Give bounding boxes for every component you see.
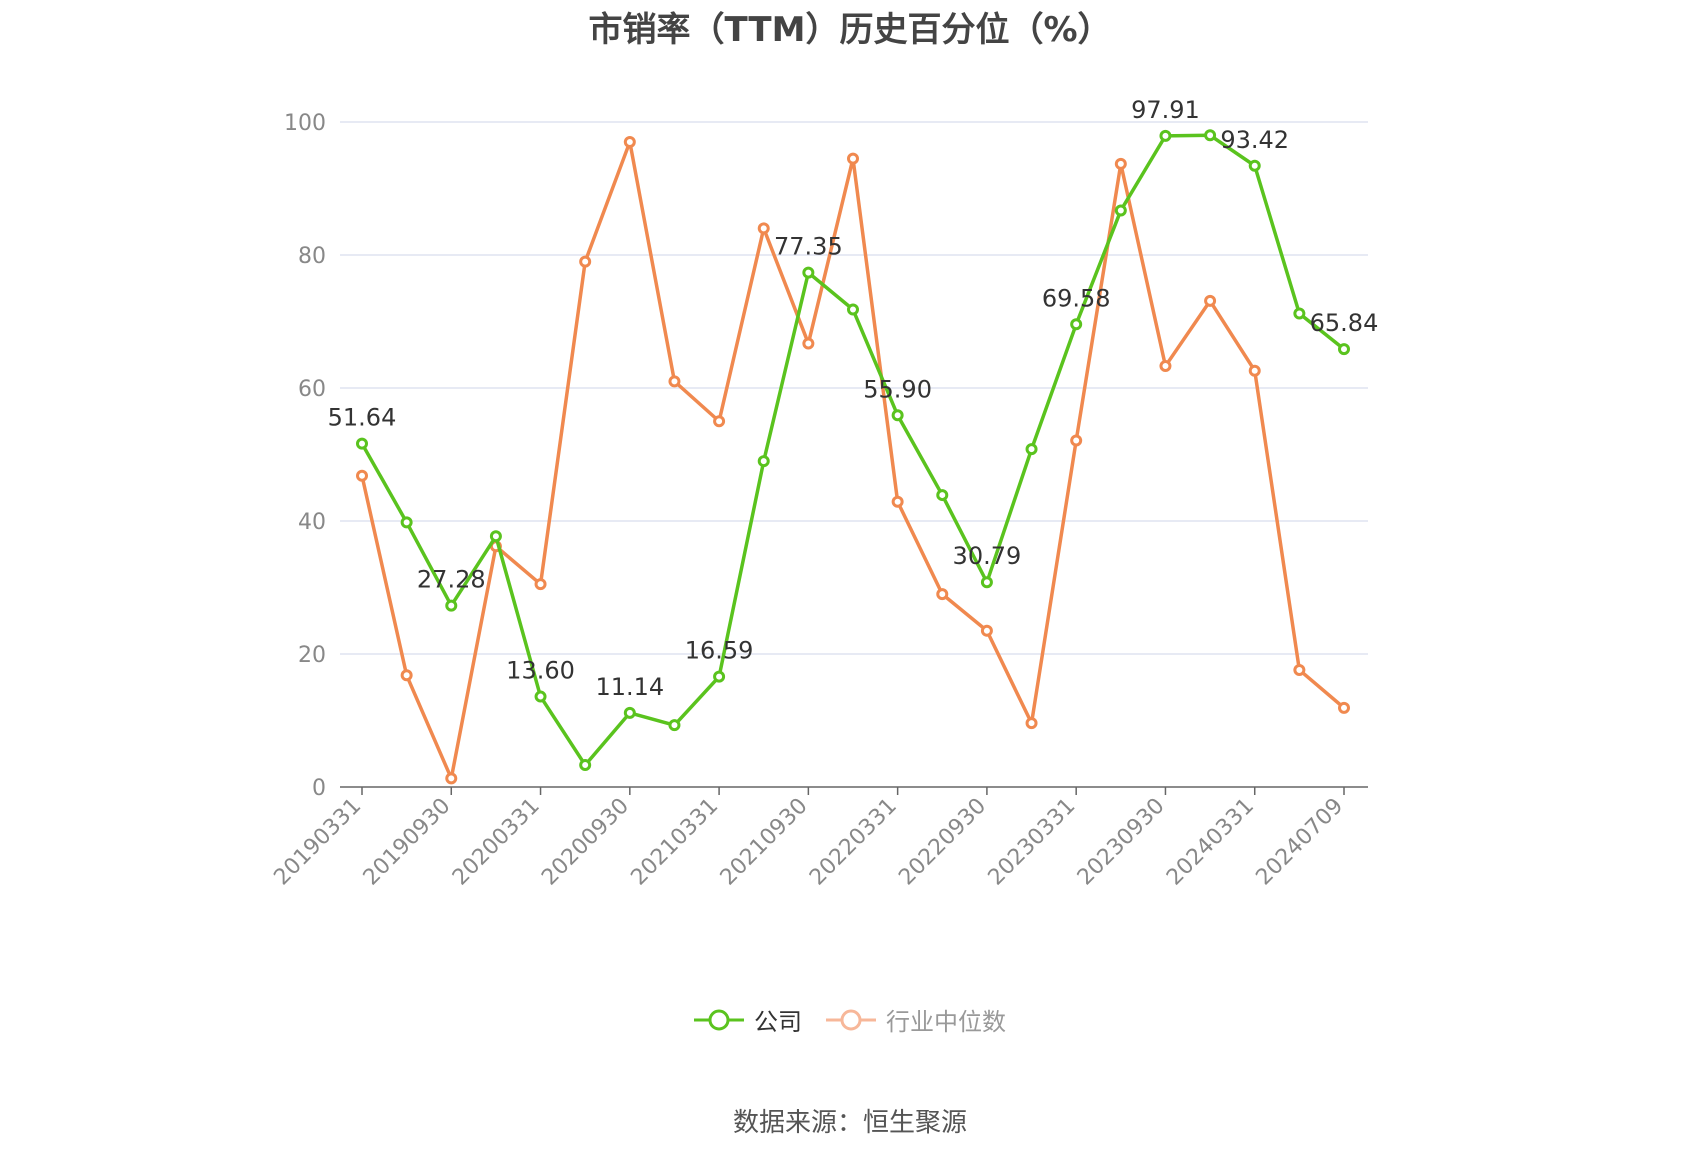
data-point <box>1248 364 1261 377</box>
x-tick-label: 20190331 <box>269 794 366 891</box>
legend-item-industry[interactable]: 行业中位数 <box>826 1002 1006 1037</box>
data-point <box>1025 717 1038 730</box>
data-point <box>1293 663 1306 676</box>
x-tick-label: 20220331 <box>805 794 902 891</box>
data-label: 65.84 <box>1310 309 1379 337</box>
legend-company-icon <box>694 1009 744 1030</box>
y-tick-label: 0 <box>312 776 326 801</box>
data-point <box>534 578 547 591</box>
data-point <box>668 719 681 732</box>
data-point <box>1293 307 1306 320</box>
data-point <box>1204 129 1217 142</box>
legend-company-label: 公司 <box>754 1008 802 1036</box>
data-point <box>802 266 815 279</box>
data-point <box>1114 204 1127 217</box>
data-point <box>1204 294 1217 307</box>
x-tick-label: 20200331 <box>448 794 545 891</box>
data-point <box>713 415 726 428</box>
data-point <box>936 489 949 502</box>
x-tick-label: 20230331 <box>984 794 1081 891</box>
data-point <box>579 759 592 772</box>
legend: 公司 行业中位数 <box>0 1002 1700 1037</box>
data-point <box>980 624 993 637</box>
data-point <box>1070 318 1083 331</box>
data-point <box>1338 701 1350 714</box>
data-label: 13.60 <box>506 657 575 685</box>
data-point <box>579 255 592 268</box>
x-tick-label: 20190930 <box>359 794 456 891</box>
data-label: 51.64 <box>328 404 397 432</box>
x-tick-label: 20200930 <box>537 794 634 891</box>
data-point <box>802 337 815 350</box>
data-point <box>445 599 458 612</box>
data-point <box>445 772 458 785</box>
data-point <box>623 135 636 148</box>
data-point <box>400 669 413 682</box>
data-labels: 51.64 27.28 13.60 11.14 16.59 77.35 55.90 30.79… <box>328 96 1379 701</box>
x-tick-label: 20210930 <box>716 794 813 891</box>
data-point <box>623 706 636 719</box>
line-chart: 0 20 40 60 80 100 2019033120190930202003312020… <box>269 96 1379 891</box>
data-label: 11.14 <box>595 673 664 701</box>
data-source: 数据来源：恒生聚源 <box>732 1108 967 1138</box>
data-point <box>936 588 949 601</box>
data-label: 93.42 <box>1220 126 1289 154</box>
data-point <box>1159 360 1172 373</box>
x-tick-label: 20220930 <box>894 794 991 891</box>
data-point <box>356 437 368 450</box>
legend-industry-icon <box>826 1009 876 1030</box>
x-tick-label: 20230930 <box>1073 794 1170 891</box>
data-point <box>847 152 859 165</box>
data-point <box>757 222 770 235</box>
legend-industry-label: 行业中位数 <box>886 1008 1006 1036</box>
data-point <box>489 530 502 543</box>
legend-item-company[interactable]: 公司 <box>694 1002 802 1037</box>
data-point <box>891 495 904 508</box>
data-point <box>534 690 547 703</box>
data-label: 16.59 <box>685 637 754 665</box>
y-tick-label: 100 <box>284 111 326 136</box>
data-point <box>400 516 413 529</box>
data-point <box>1070 434 1083 447</box>
data-point <box>1025 443 1038 456</box>
x-tick-label: 20240331 <box>1162 794 1259 891</box>
chart-title: 市销率（TTM）历史百分位（%） <box>588 10 1112 50</box>
y-tick-label: 60 <box>298 377 326 402</box>
x-tick-label: 20210331 <box>626 794 723 891</box>
y-tick-label: 20 <box>298 643 326 668</box>
data-label: 69.58 <box>1042 284 1111 312</box>
data-label: 97.91 <box>1131 96 1200 124</box>
axes: 0 20 40 60 80 100 2019033120190930202003312020… <box>269 111 1368 890</box>
data-point <box>713 670 726 683</box>
data-point <box>847 303 859 316</box>
data-point <box>356 469 368 482</box>
data-point <box>1338 343 1350 356</box>
data-point <box>757 455 770 468</box>
series-lines <box>356 129 1350 785</box>
data-point <box>668 375 681 388</box>
data-point <box>980 576 993 589</box>
data-label: 55.90 <box>863 375 932 403</box>
data-label: 30.79 <box>953 542 1022 570</box>
data-point <box>1159 129 1172 142</box>
data-label: 77.35 <box>774 233 843 261</box>
x-tick-label: 20240709 <box>1251 794 1348 891</box>
data-point <box>1248 159 1261 172</box>
data-point <box>1114 157 1127 170</box>
grid-lines <box>340 121 1368 655</box>
data-point <box>891 409 904 422</box>
data-label: 27.28 <box>417 566 486 594</box>
y-tick-label: 80 <box>298 244 326 269</box>
y-tick-label: 40 <box>298 510 326 535</box>
